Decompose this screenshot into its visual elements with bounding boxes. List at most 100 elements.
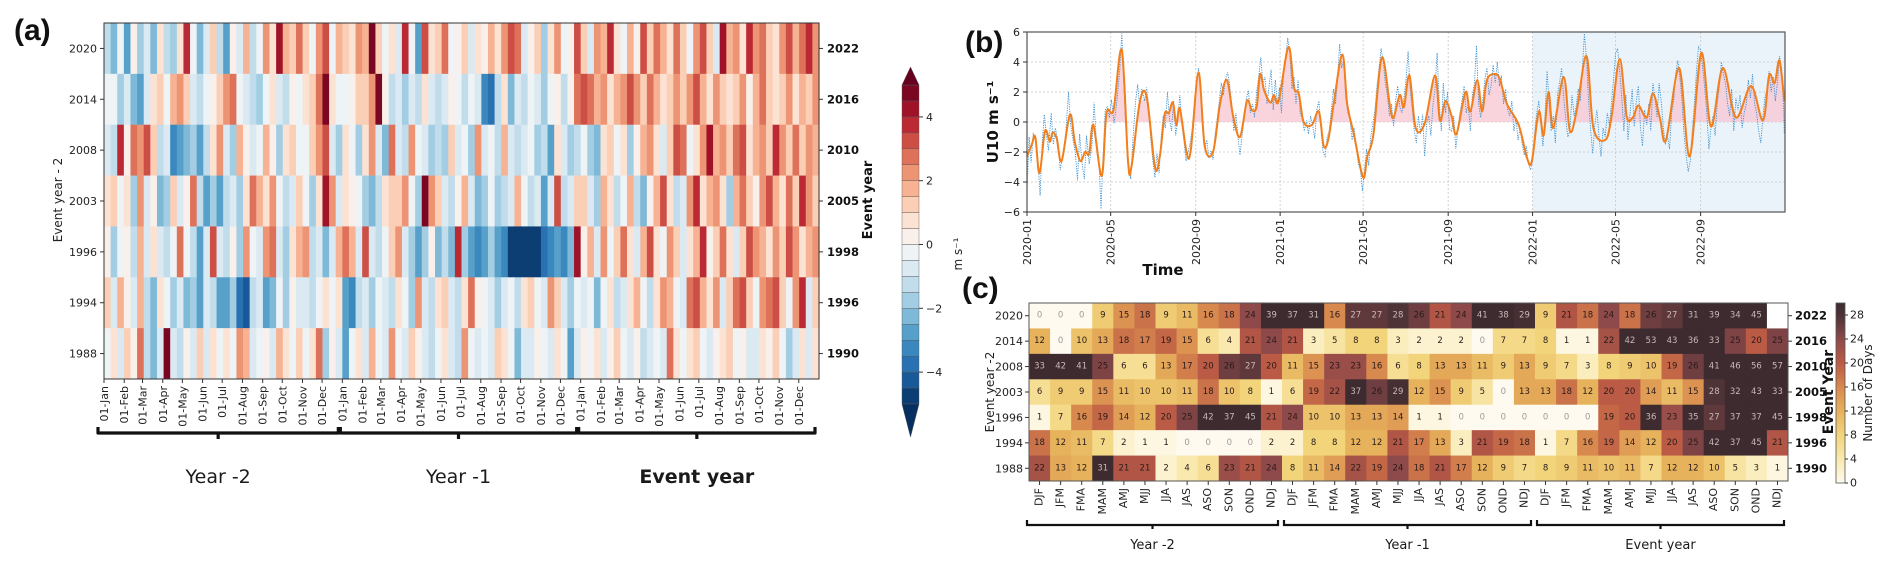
heatmap-cell (1471, 404, 1494, 431)
stripe-cell (746, 73, 754, 126)
stripe-cell (190, 73, 198, 126)
stripe-cell (567, 175, 575, 227)
colorbar-bin (1836, 318, 1845, 322)
x-tick-label: SON (1475, 488, 1488, 512)
colorbar-bin (1836, 444, 1845, 448)
stripe-cell (156, 226, 165, 278)
heatmap-cell (1577, 430, 1599, 456)
cell-value: 9 (1079, 387, 1084, 397)
cell-value: 11 (1308, 463, 1319, 473)
stripe-cell (613, 226, 621, 278)
cell-value: 13 (1456, 362, 1467, 372)
stripe-cell (766, 277, 774, 329)
x-tick-label: JJA (1159, 488, 1172, 503)
panel-a-x-ticks: 01-Jan 01-Feb 01-Mar 01-Apr 01-May 01-Jun 01-J… (98, 379, 806, 427)
stripe-cell (792, 73, 800, 126)
stripe-cell (342, 226, 350, 278)
heatmap-cell (1324, 328, 1346, 355)
x-tick-label: 2022-05 (1610, 219, 1623, 265)
cell-value: 0 (1480, 336, 1485, 346)
stripe-cell (587, 226, 595, 278)
stripe-cell (534, 226, 542, 278)
stripe-cell (415, 73, 423, 126)
heatmap-cell (1071, 328, 1093, 355)
colorbar-bin (1836, 360, 1845, 364)
stripe-cell (574, 328, 582, 380)
stripe-cell (759, 73, 767, 126)
stripe-cell (196, 124, 204, 176)
stripe-cell (653, 73, 661, 126)
x-tick-label: 2022-09 (1695, 219, 1708, 265)
group-bracket (1535, 520, 1786, 529)
stripe-cell (494, 124, 502, 176)
stripe-cell (627, 124, 635, 176)
heatmap-cell (1745, 404, 1768, 431)
colorbar-bin (901, 116, 920, 134)
cell-value: 43 (1667, 336, 1678, 346)
heatmap-cell (1598, 404, 1620, 431)
stripe-cell (627, 226, 635, 278)
stripe-cell (123, 124, 132, 176)
stripe-cell (779, 23, 787, 75)
heatmap-cell (1766, 430, 1789, 456)
heatmap-cell (1492, 455, 1515, 482)
stripe-cell (269, 23, 277, 75)
cell-value: 23 (1350, 362, 1361, 372)
stripe-cell (732, 328, 741, 380)
cell-value: 26 (1224, 362, 1235, 372)
stripe-cell (315, 226, 324, 278)
stripe-cell (348, 328, 357, 380)
stripe-cell (309, 328, 317, 380)
cell-value: 2 (1163, 463, 1168, 473)
heatmap-cell (1640, 404, 1662, 431)
stripe-cell (468, 277, 476, 329)
cell-value: 18 (1519, 438, 1530, 448)
stripe-cell (620, 328, 628, 380)
stripe-cell (481, 175, 489, 227)
heatmap-cell (1155, 353, 1177, 380)
stripe-cell (130, 124, 138, 176)
colorbar-bin (1836, 315, 1845, 319)
stripe-cell (203, 277, 211, 329)
stripe-cell (315, 277, 324, 329)
cell-value: 0 (1522, 412, 1527, 422)
stripe-cell (613, 73, 621, 126)
cell-value: 18 (1034, 438, 1045, 448)
stripe-cell (110, 175, 118, 227)
stripe-cell (580, 124, 588, 176)
stripe-cell (388, 124, 396, 176)
heatmap-cell (1703, 328, 1726, 355)
cell-value: 33 (1034, 362, 1045, 372)
heatmap-cell (1450, 430, 1473, 456)
cell-value: 8 (1311, 438, 1316, 448)
heatmap-cell (1408, 379, 1430, 406)
x-tick-label: JFM (1054, 488, 1067, 508)
stripe-cell (130, 277, 138, 329)
stripe-cell (150, 328, 158, 380)
stripe-cell (421, 124, 429, 176)
stripe-cell (633, 73, 641, 126)
stripe-cell (726, 277, 734, 329)
heatmap-cell (1366, 404, 1388, 431)
cell-value: 8 (1353, 336, 1358, 346)
y-tick-label: 4 (1013, 56, 1020, 69)
heatmap-cell (1766, 455, 1789, 482)
heatmap-cell (1197, 430, 1220, 456)
cell-value: 3 (1754, 463, 1759, 473)
colorbar-extend-max (901, 66, 920, 86)
stripe-cell (673, 277, 681, 329)
stripe-cell (660, 328, 668, 380)
cell-value: 46 (1730, 362, 1741, 372)
cell-value: 45 (1751, 311, 1762, 321)
stripe-cell (799, 328, 807, 380)
stripe-cell (752, 23, 761, 75)
stripe-cell (713, 226, 721, 278)
heatmap-cell (1155, 430, 1177, 456)
x-tick-label: MJJ (1644, 488, 1657, 504)
stripe-cell (216, 226, 224, 278)
stripe-cell (593, 328, 602, 380)
stripe-cell (143, 124, 151, 176)
cell-value: 25 (1688, 438, 1699, 448)
colorbar-bin (1836, 321, 1845, 325)
heatmap-cell (1640, 430, 1662, 456)
